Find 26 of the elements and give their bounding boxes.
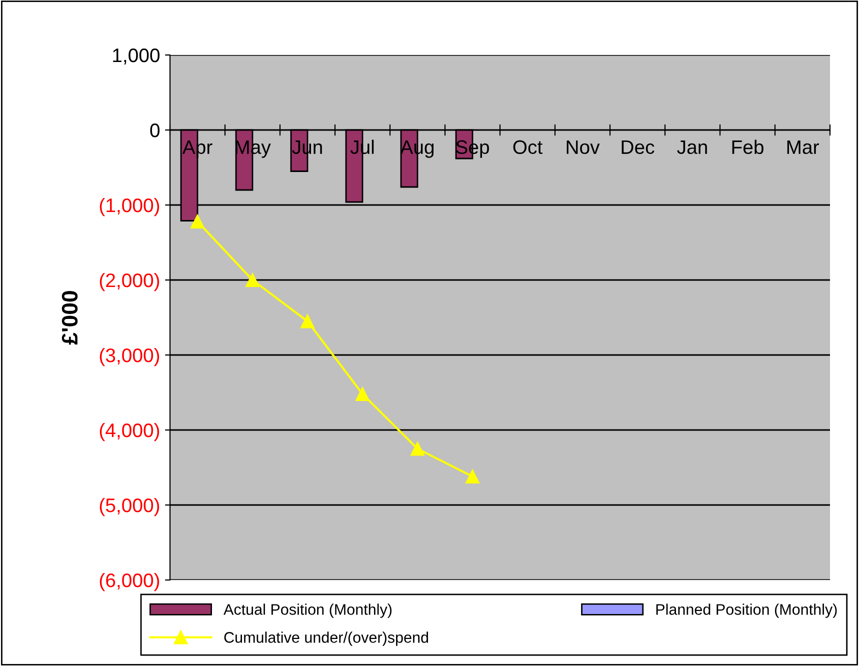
y-tick-label: 1,000 bbox=[113, 48, 160, 65]
y-tick-label: (2,000) bbox=[100, 272, 160, 292]
x-tick-label: Oct bbox=[513, 140, 542, 154]
y-tick-label: 0 bbox=[150, 123, 160, 138]
legend-label: Actual Position (Monthly) bbox=[224, 604, 392, 618]
legend-label: Cumulative under/(over)spend bbox=[224, 632, 428, 646]
x-tick-label: Feb bbox=[732, 140, 764, 154]
y-tick-label: (3,000) bbox=[100, 348, 160, 366]
x-tick-label: Jan bbox=[677, 140, 707, 154]
y-tick-label: (4,000) bbox=[100, 422, 160, 442]
y-axis-title: £'000 bbox=[62, 291, 78, 345]
y-tick-label: (6,000) bbox=[100, 572, 160, 592]
x-tick-label: Nov bbox=[566, 140, 600, 154]
y-tick-label: (5,000) bbox=[100, 498, 160, 516]
x-tick-label: Dec bbox=[622, 140, 654, 154]
x-tick-label: Aug bbox=[400, 140, 434, 158]
x-tick-label: Sep bbox=[456, 140, 489, 158]
point bbox=[190, 214, 204, 228]
x-tick-label: Mar bbox=[787, 140, 819, 154]
point bbox=[356, 387, 370, 401]
point bbox=[466, 470, 480, 484]
point bbox=[246, 273, 260, 287]
legend-label: Planned Position (Monthly) bbox=[656, 604, 837, 618]
y-tick-label: (1,000) bbox=[100, 198, 160, 216]
point bbox=[300, 314, 314, 328]
point bbox=[410, 442, 424, 456]
